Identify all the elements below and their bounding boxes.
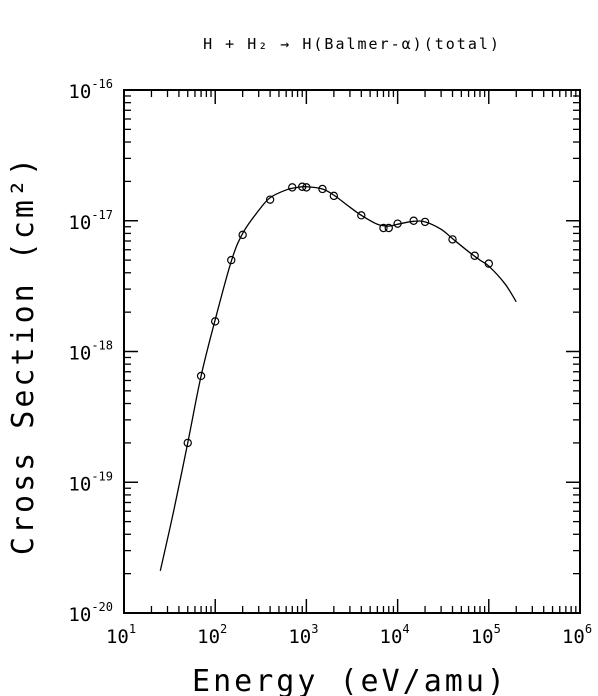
y-tick-label: 10-19 — [68, 469, 113, 495]
data-point — [357, 211, 366, 220]
chart-title: H + H₂ → H(Balmer-α)(total) — [203, 35, 501, 53]
data-markers — [183, 182, 493, 448]
y-axis-label: Cross Section (cm²) — [6, 155, 41, 555]
y-tick-label: 10-20 — [68, 600, 113, 626]
y-tick-label: 10-16 — [68, 77, 113, 103]
data-point — [183, 438, 192, 448]
data-point — [288, 183, 297, 192]
data-point — [448, 235, 457, 244]
data-point — [470, 251, 479, 260]
data-point — [393, 219, 402, 228]
data-point — [484, 259, 493, 268]
x-tick-label: 105 — [471, 622, 501, 648]
y-tick-label: 10-17 — [68, 208, 113, 234]
y-tick-label: 10-18 — [68, 339, 113, 365]
data-point — [318, 184, 327, 194]
fit-curve — [159, 186, 517, 572]
data-point — [196, 371, 206, 381]
data-point — [238, 230, 247, 240]
data-point — [298, 182, 307, 191]
x-axis-label: Energy (eV/amu) — [192, 664, 508, 696]
data-point — [302, 183, 311, 192]
data-point — [384, 223, 393, 233]
axis-tick-labels: 101 102 103 104 105 106 10-20 10-19 10-18 10-17 10… — [68, 77, 592, 648]
x-tick-label: 103 — [288, 622, 318, 648]
data-point — [409, 216, 418, 225]
data-point — [210, 317, 220, 326]
plot-frame — [123, 89, 581, 614]
x-tick-label: 102 — [197, 622, 227, 648]
data-point — [265, 195, 275, 204]
data-point — [329, 191, 339, 201]
data-point — [227, 255, 236, 265]
axis-ticks — [123, 89, 581, 614]
x-tick-label: 106 — [562, 622, 592, 648]
x-tick-label: 104 — [380, 622, 410, 648]
x-tick-label: 101 — [106, 622, 136, 648]
data-point — [420, 217, 430, 227]
data-point — [379, 223, 388, 233]
